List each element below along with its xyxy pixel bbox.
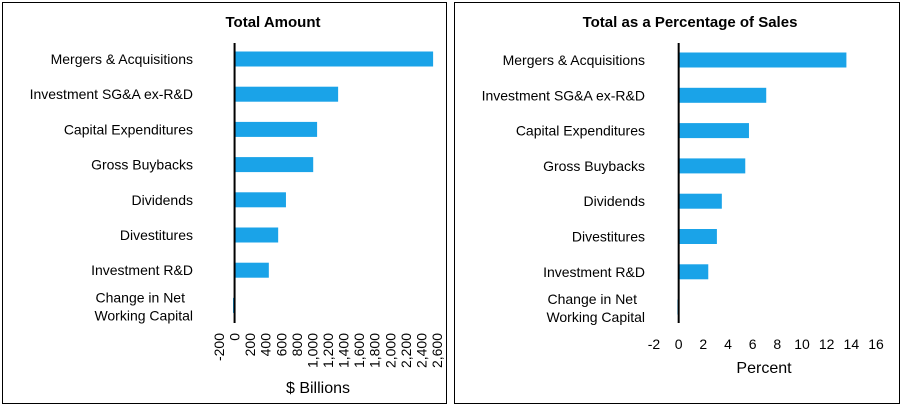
percentage-of-sales-chart: Total as a Percentage of Sales Percent M…	[482, 14, 884, 377]
x-tick-label: 1,600	[351, 333, 367, 368]
x-tick-label: 1,400	[336, 333, 352, 368]
x-tick-label: 1,200	[320, 333, 336, 368]
x-tick-label: -2	[648, 336, 661, 352]
category-label: Investment R&D	[543, 264, 645, 280]
x-tick-label: 1,800	[367, 333, 383, 368]
bar	[234, 192, 286, 208]
x-tick-label: 200	[242, 333, 258, 357]
category-label: Gross Buybacks	[543, 158, 645, 174]
bar	[678, 52, 847, 68]
x-tick-label: 2	[699, 336, 707, 352]
x-tick-label: 400	[258, 333, 274, 357]
category-label: Working Capital	[546, 309, 645, 325]
x-tick-label: 10	[794, 336, 810, 352]
bar	[678, 229, 717, 244]
bar	[678, 264, 709, 280]
category-label: Dividends	[584, 193, 645, 209]
bar	[678, 87, 767, 103]
bar	[234, 121, 318, 137]
category-label: Divestitures	[572, 229, 645, 245]
x-tick-label: -200	[211, 333, 227, 361]
bar	[678, 193, 722, 209]
x-tick-label: 2,400	[413, 333, 429, 368]
category-label: Change in Net	[547, 291, 637, 307]
bar	[234, 86, 339, 102]
x-tick-label: 12	[819, 336, 835, 352]
category-label: Capital Expenditures	[64, 121, 193, 137]
chart-title: Total as a Percentage of Sales	[583, 14, 798, 31]
x-tick-label: 0	[675, 336, 683, 352]
x-tick-label: 4	[724, 336, 732, 352]
x-tick-label: 2,000	[382, 333, 398, 368]
x-tick-label: 600	[273, 333, 289, 357]
category-label: Investment SG&A ex-R&D	[30, 86, 193, 102]
bar	[234, 51, 434, 67]
x-axis-label: $ Billions	[286, 380, 350, 397]
x-tick-label: 0	[227, 333, 243, 341]
bar	[234, 227, 279, 243]
x-tick-label: 2,600	[429, 333, 445, 368]
chart-title: Total Amount	[226, 14, 321, 31]
category-label: Investment SG&A ex-R&D	[482, 87, 645, 103]
x-tick-label: 2,200	[398, 333, 414, 368]
category-label: Capital Expenditures	[516, 123, 645, 139]
bar	[678, 158, 746, 174]
category-label: Dividends	[132, 192, 193, 208]
x-tick-label: 800	[289, 333, 305, 357]
bar	[234, 157, 314, 173]
category-label: Change in Net	[95, 289, 185, 305]
bar	[234, 262, 269, 278]
chart-panel-percentage-of-sales: Total as a Percentage of Sales Percent M…	[454, 2, 900, 404]
x-tick-label: 8	[773, 336, 781, 352]
total-amount-chart: Total Amount $ Billions Mergers & Acquis…	[30, 14, 445, 397]
category-label: Mergers & Acquisitions	[51, 51, 193, 67]
category-label: Divestitures	[120, 227, 193, 243]
x-tick-label: 16	[868, 336, 884, 352]
bar	[678, 123, 749, 139]
x-tick-label: 14	[844, 336, 860, 352]
x-tick-label: 6	[749, 336, 757, 352]
chart-panel-total-amount: Total Amount $ Billions Mergers & Acquis…	[2, 2, 447, 404]
category-label: Investment R&D	[91, 262, 193, 278]
x-tick-label: 1,000	[304, 333, 320, 368]
category-label: Gross Buybacks	[91, 157, 193, 173]
x-axis-label: Percent	[736, 360, 792, 377]
category-label: Working Capital	[94, 307, 193, 323]
category-label: Mergers & Acquisitions	[503, 52, 645, 68]
